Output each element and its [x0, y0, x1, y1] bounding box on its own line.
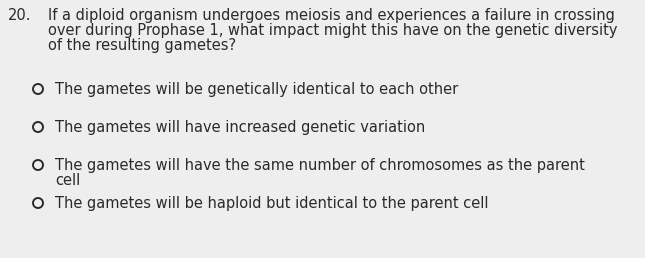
Text: The gametes will have increased genetic variation: The gametes will have increased genetic …	[55, 120, 425, 135]
Text: over during Prophase 1, what impact might this have on the genetic diversity: over during Prophase 1, what impact migh…	[48, 23, 617, 38]
Text: The gametes will have the same number of chromosomes as the parent: The gametes will have the same number of…	[55, 158, 585, 173]
Text: 20.: 20.	[8, 8, 32, 23]
Text: If a diploid organism undergoes meiosis and experiences a failure in crossing: If a diploid organism undergoes meiosis …	[48, 8, 615, 23]
Text: cell: cell	[55, 173, 80, 188]
Text: The gametes will be genetically identical to each other: The gametes will be genetically identica…	[55, 82, 458, 97]
Text: of the resulting gametes?: of the resulting gametes?	[48, 38, 236, 53]
Text: The gametes will be haploid but identical to the parent cell: The gametes will be haploid but identica…	[55, 196, 488, 211]
